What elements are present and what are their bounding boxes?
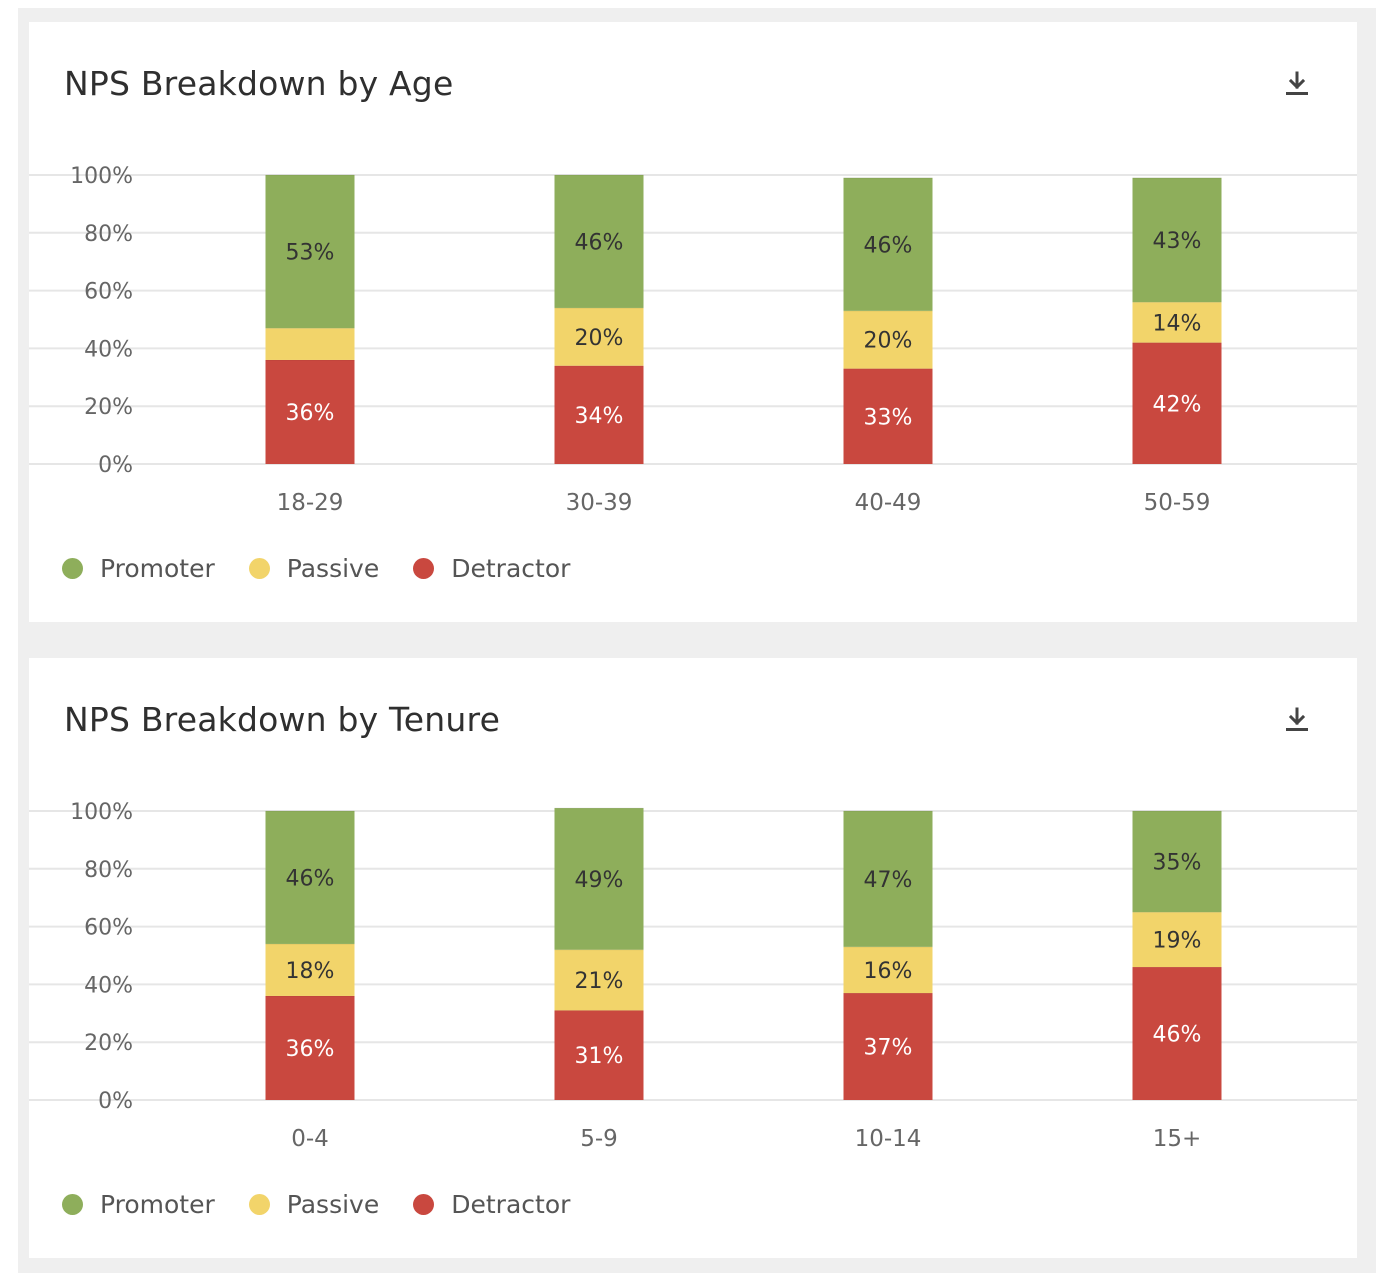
bar-segment-passive bbox=[554, 949, 644, 1011]
detractor-dot-icon bbox=[413, 1194, 435, 1215]
y-tick-label: 60% bbox=[84, 280, 133, 305]
stacked-bar-chart: 0% 20% 40% 60% 80% 100% 36% 53% 18-29 34% 20% 46% 30… bbox=[29, 164, 1357, 516]
x-tick-label: 18-29 bbox=[277, 490, 344, 516]
data-label: 43% bbox=[1153, 229, 1202, 254]
data-label: 46% bbox=[1153, 1023, 1202, 1048]
data-label: 19% bbox=[1153, 929, 1202, 954]
data-label: 47% bbox=[864, 868, 913, 893]
bar-segment-promoter bbox=[265, 811, 355, 944]
bar-segment-passive bbox=[1132, 302, 1222, 343]
y-tick-label: 100% bbox=[70, 800, 133, 825]
data-label: 35% bbox=[1153, 851, 1202, 876]
data-label: 42% bbox=[1153, 392, 1202, 417]
card-title: NPS Breakdown by Tenure bbox=[64, 700, 501, 739]
legend-item-passive[interactable]: Passive bbox=[248, 1190, 380, 1219]
y-tick-label: 60% bbox=[84, 916, 133, 941]
bar-segment-promoter bbox=[554, 175, 644, 308]
bar-segment-passive bbox=[1132, 912, 1222, 968]
promoter-dot-icon bbox=[62, 558, 83, 579]
data-label: 46% bbox=[286, 866, 335, 891]
download-icon bbox=[1286, 71, 1308, 95]
legend-item-passive[interactable]: Passive bbox=[248, 554, 380, 583]
bar-segment-detractor bbox=[843, 368, 933, 464]
legend-item-promoter[interactable]: Promoter bbox=[62, 1190, 215, 1219]
data-label: 31% bbox=[575, 1044, 624, 1069]
bar-segment-passive bbox=[265, 328, 355, 360]
data-label: 18% bbox=[286, 959, 335, 984]
bar-segment-detractor bbox=[1132, 342, 1222, 464]
legend-label: Passive bbox=[286, 554, 380, 583]
legend-label: Promoter bbox=[100, 1190, 215, 1219]
download-button[interactable] bbox=[1279, 66, 1315, 102]
data-label: 20% bbox=[864, 329, 913, 354]
detractor-dot-icon bbox=[413, 558, 435, 579]
bar-segment-detractor bbox=[554, 365, 644, 464]
download-button[interactable] bbox=[1279, 702, 1315, 738]
x-tick-label: 10-14 bbox=[855, 1126, 922, 1152]
bar-segment-promoter bbox=[1132, 811, 1222, 913]
data-label: 37% bbox=[864, 1036, 913, 1061]
legend-item-detractor[interactable]: Detractor bbox=[413, 1190, 570, 1219]
legend-label: Promoter bbox=[100, 554, 215, 583]
y-tick-label: 0% bbox=[98, 453, 133, 478]
x-tick-label: 40-49 bbox=[855, 490, 922, 516]
data-label: 16% bbox=[864, 959, 913, 984]
x-tick-label: 15+ bbox=[1153, 1126, 1202, 1152]
bar-segment-promoter bbox=[843, 177, 933, 311]
download-icon bbox=[1286, 707, 1308, 731]
chart-legend: Promoter Passive Detractor bbox=[62, 1190, 604, 1219]
bar-segment-detractor bbox=[265, 359, 355, 464]
data-label: 46% bbox=[575, 230, 624, 255]
passive-dot-icon bbox=[248, 1194, 270, 1215]
bar-segment-detractor bbox=[554, 1010, 644, 1100]
bar-segment-passive bbox=[843, 310, 933, 369]
y-tick-label: 0% bbox=[98, 1089, 133, 1114]
chart-legend: Promoter Passive Detractor bbox=[62, 554, 604, 583]
nps-tenure-card: NPS Breakdown by Tenure 0% 20% 40% 60% 80% 10… bbox=[29, 658, 1357, 1258]
bar-segment-passive bbox=[843, 946, 933, 994]
bar-segment-detractor bbox=[265, 995, 355, 1100]
data-label: 34% bbox=[575, 404, 624, 429]
y-tick-label: 100% bbox=[70, 164, 133, 189]
y-tick-label: 20% bbox=[84, 395, 133, 420]
bar-segment-detractor bbox=[843, 993, 933, 1100]
y-tick-label: 20% bbox=[84, 1031, 133, 1056]
legend-label: Detractor bbox=[451, 1190, 571, 1219]
y-tick-label: 40% bbox=[84, 337, 133, 362]
card-title: NPS Breakdown by Age bbox=[64, 64, 454, 103]
passive-dot-icon bbox=[248, 558, 270, 579]
data-label: 33% bbox=[864, 405, 913, 430]
legend-label: Detractor bbox=[451, 554, 571, 583]
data-label: 36% bbox=[286, 1037, 335, 1062]
y-tick-label: 80% bbox=[84, 858, 133, 883]
bar-segment-promoter bbox=[1132, 177, 1222, 303]
nps-age-card: NPS Breakdown by Age 0% 20% 40% 60% 80% 100% 3… bbox=[29, 22, 1357, 622]
bar-segment-passive bbox=[554, 307, 644, 366]
legend-item-promoter[interactable]: Promoter bbox=[62, 554, 215, 583]
bar-segment-passive bbox=[265, 943, 355, 996]
bar-segment-promoter bbox=[843, 811, 933, 947]
stacked-bar-chart: 0% 20% 40% 60% 80% 100% 36% 18% 46% 0-4 31% 21% 49% 5… bbox=[29, 800, 1357, 1152]
data-label: 53% bbox=[286, 241, 335, 266]
data-label: 36% bbox=[286, 401, 335, 426]
x-tick-label: 50-59 bbox=[1144, 490, 1211, 516]
bar-segment-detractor bbox=[1132, 967, 1222, 1100]
bar-segment-promoter bbox=[554, 808, 644, 950]
y-tick-label: 40% bbox=[84, 973, 133, 998]
data-label: 49% bbox=[575, 868, 624, 893]
data-label: 14% bbox=[1153, 311, 1202, 336]
data-label: 21% bbox=[575, 969, 624, 994]
y-tick-label: 80% bbox=[84, 222, 133, 247]
promoter-dot-icon bbox=[62, 1194, 83, 1215]
x-tick-label: 30-39 bbox=[566, 490, 633, 516]
legend-label: Passive bbox=[286, 1190, 380, 1219]
x-tick-label: 5-9 bbox=[580, 1126, 618, 1152]
x-tick-label: 0-4 bbox=[291, 1126, 329, 1152]
data-label: 46% bbox=[864, 233, 913, 258]
bar-segment-promoter bbox=[265, 175, 355, 329]
legend-item-detractor[interactable]: Detractor bbox=[413, 554, 570, 583]
data-label: 20% bbox=[575, 326, 624, 351]
